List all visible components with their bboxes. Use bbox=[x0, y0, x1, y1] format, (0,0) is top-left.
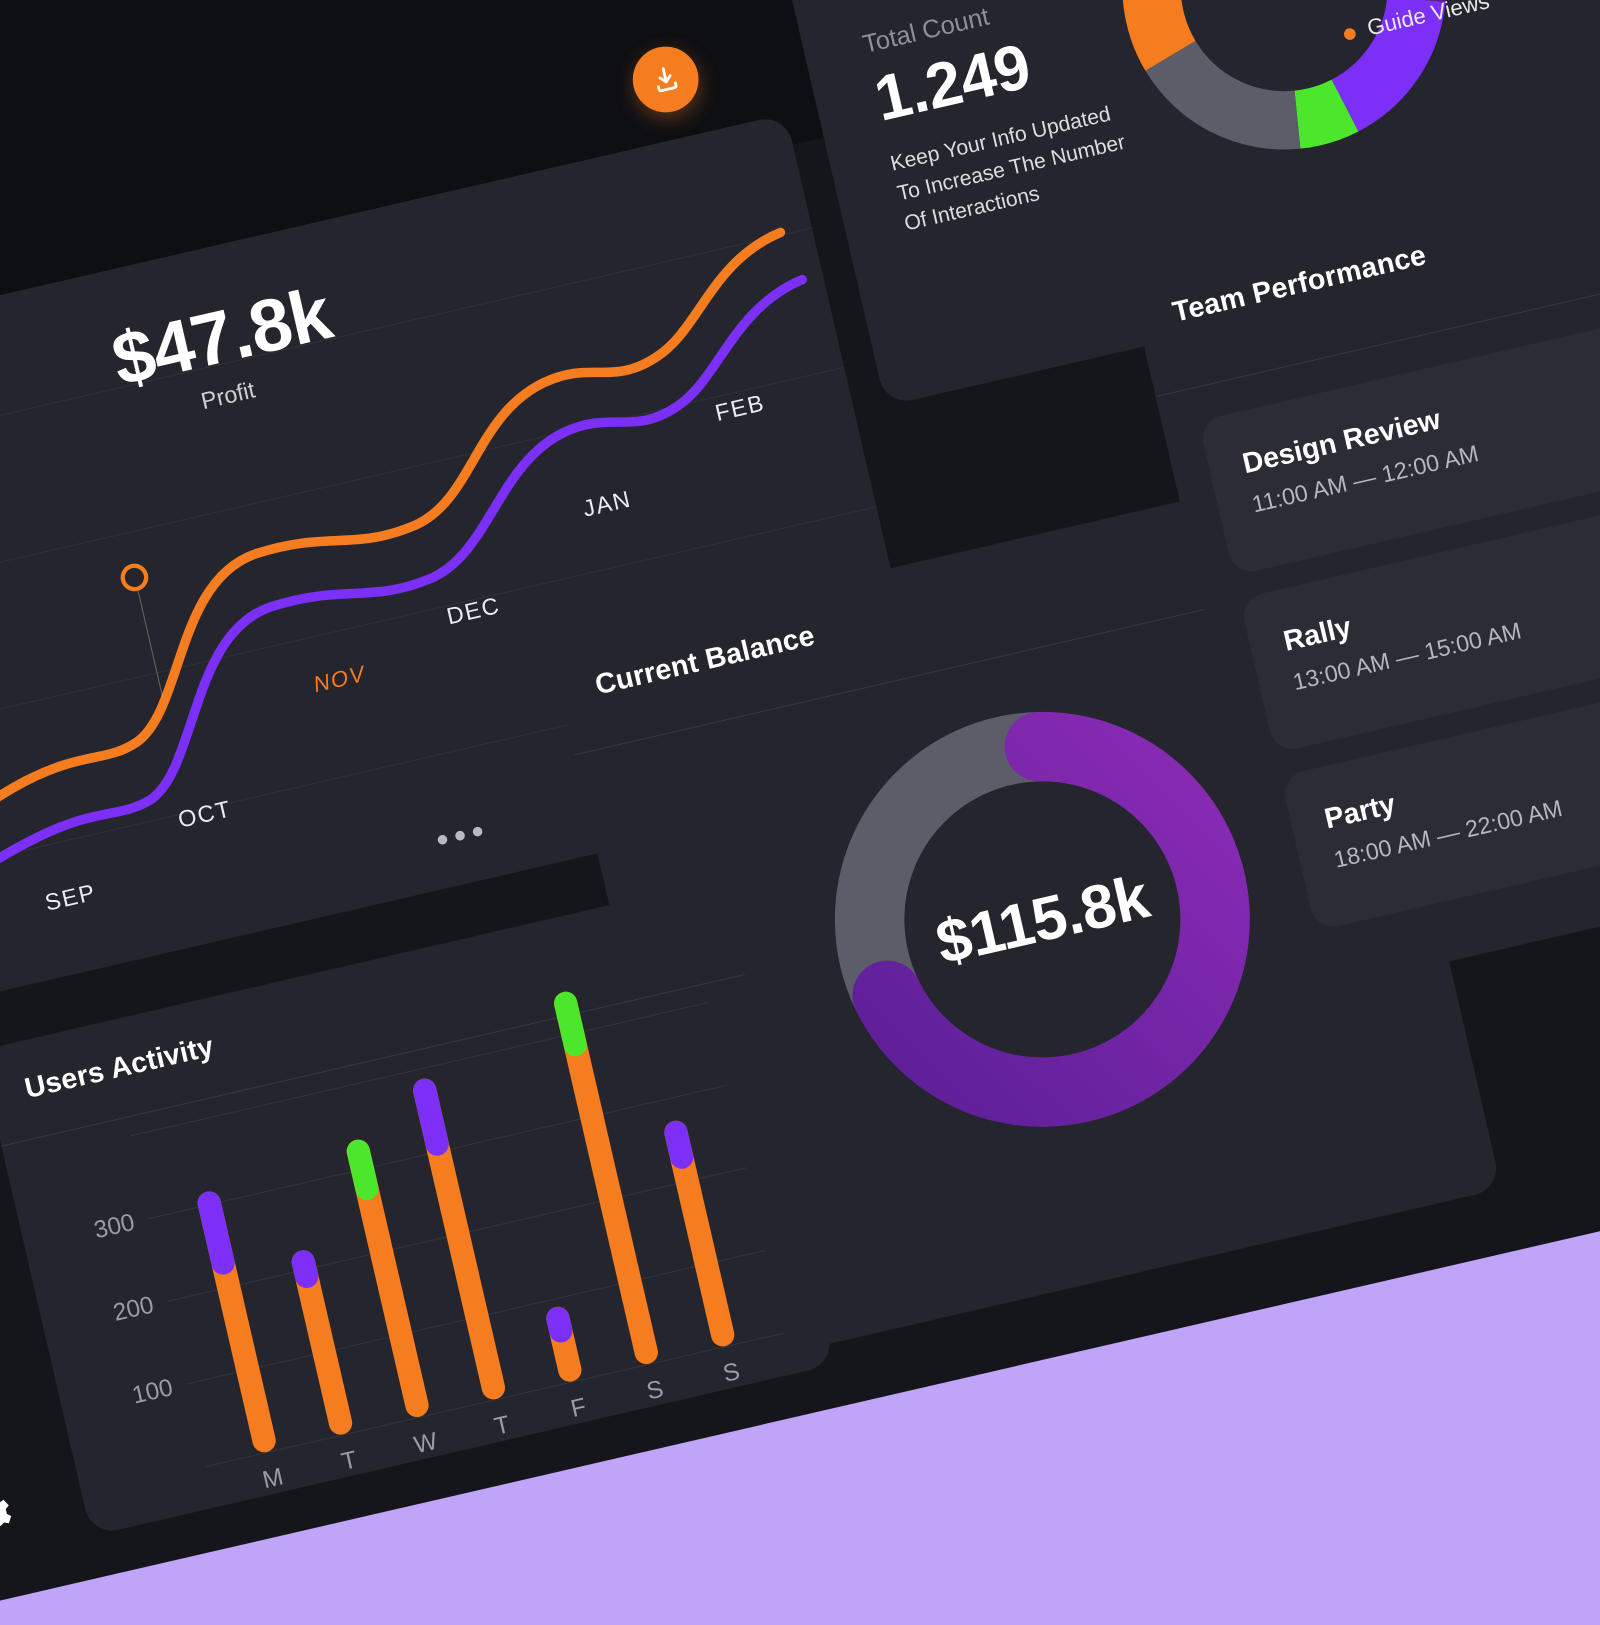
y-tick-100: 100 bbox=[129, 1373, 175, 1410]
gear-icon[interactable] bbox=[0, 1488, 17, 1544]
bar-sat[interactable] bbox=[552, 989, 661, 1366]
users-activity-card: Users Activity 300 200 100 bbox=[0, 879, 835, 1536]
bar-tue[interactable] bbox=[289, 1248, 354, 1437]
bar-cap bbox=[344, 1137, 381, 1202]
x-tick-fri: F bbox=[568, 1392, 589, 1423]
task-name: Rally bbox=[1280, 611, 1354, 658]
bar-cap bbox=[195, 1189, 237, 1277]
bar-cap bbox=[289, 1248, 320, 1290]
download-icon bbox=[648, 62, 684, 98]
users-activity-plot: 300 200 100 M bbox=[129, 1002, 784, 1466]
x-tick-thu: T bbox=[492, 1410, 513, 1441]
x-tick-sat: S bbox=[644, 1374, 666, 1406]
y-tick-200: 200 bbox=[110, 1290, 156, 1327]
bar-mon[interactable] bbox=[195, 1189, 278, 1455]
bar-thu[interactable] bbox=[411, 1076, 508, 1401]
bar-cap bbox=[662, 1118, 696, 1171]
download-button[interactable] bbox=[626, 40, 705, 119]
bar-wed[interactable] bbox=[344, 1137, 431, 1419]
y-tick-300: 300 bbox=[91, 1208, 137, 1245]
bar-fri[interactable] bbox=[544, 1304, 584, 1384]
legend-swatch bbox=[1343, 27, 1357, 41]
x-tick-wed: W bbox=[411, 1427, 440, 1460]
bar-sun[interactable] bbox=[662, 1118, 737, 1348]
x-tick-tue: T bbox=[339, 1445, 360, 1476]
total-view-summary: Total Count 1.249 Keep Your Info Updated… bbox=[860, 0, 1218, 240]
task-name: Party bbox=[1321, 788, 1398, 836]
x-tick-sun: S bbox=[720, 1357, 742, 1389]
x-tick-mon: M bbox=[260, 1462, 286, 1494]
bar-cap bbox=[411, 1076, 451, 1158]
bar-cap bbox=[552, 989, 590, 1058]
bar-cap bbox=[544, 1304, 575, 1344]
